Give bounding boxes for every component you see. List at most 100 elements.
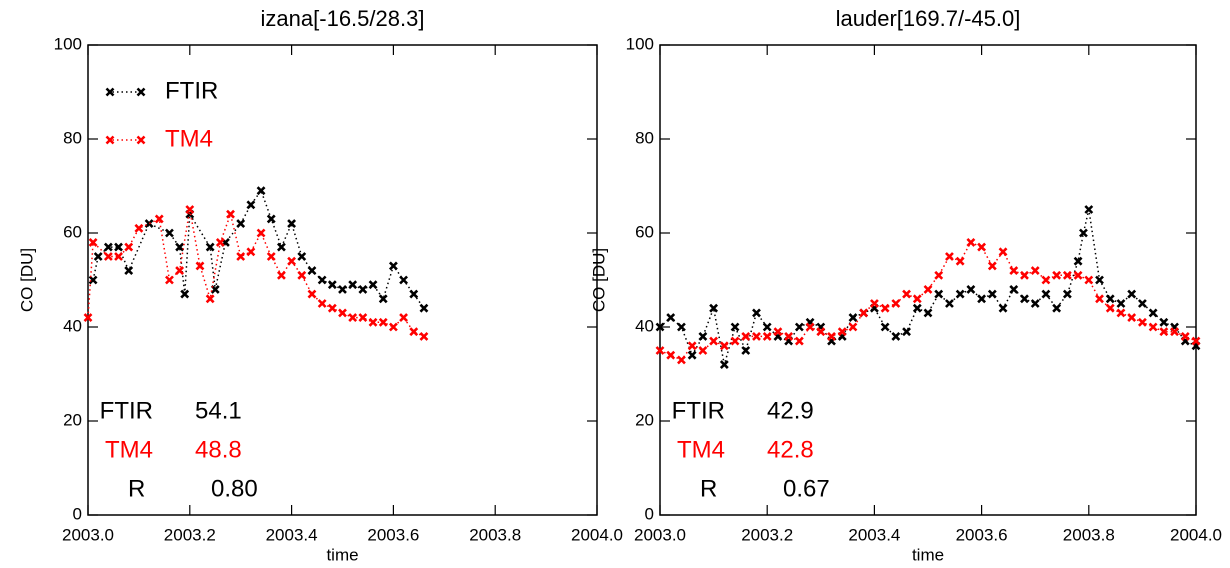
data-point [103, 252, 113, 261]
data-point [762, 331, 772, 341]
data-point [752, 331, 761, 341]
data-point [1073, 270, 1083, 280]
y-tick-label: 20 [63, 410, 82, 429]
data-point [869, 299, 879, 308]
data-point [277, 242, 286, 252]
data-point [165, 228, 174, 238]
stat-value: 42.8 [767, 436, 814, 463]
stat-value: 42.9 [767, 397, 814, 424]
data-point [327, 280, 337, 290]
data-point [338, 284, 347, 294]
legend-label: TM4 [165, 125, 213, 152]
data-point [348, 313, 358, 323]
x-tick-label: 2003.8 [1063, 525, 1115, 544]
data-point [698, 331, 708, 341]
data-point [1095, 275, 1104, 285]
data-point [1062, 270, 1072, 280]
x-tick-label: 2003.2 [741, 525, 793, 544]
data-point [1041, 275, 1051, 285]
data-point [794, 322, 804, 332]
data-point [103, 242, 113, 252]
data-point [409, 289, 419, 299]
data-point [1030, 266, 1040, 276]
data-point [687, 350, 697, 360]
x-axis-label: time [326, 545, 358, 564]
data-point [154, 214, 164, 224]
stat-name: TM4 [105, 436, 153, 463]
x-tick-label: 2003.4 [848, 525, 900, 544]
data-point [1116, 308, 1126, 318]
data-point [215, 237, 225, 247]
data-point [945, 299, 954, 308]
data-point [687, 341, 697, 351]
data-point [902, 289, 911, 299]
data-point [752, 308, 761, 318]
data-point [338, 308, 347, 318]
data-point [955, 289, 965, 299]
data-point [368, 280, 378, 290]
data-point [307, 289, 317, 299]
data-point [730, 336, 740, 346]
y-tick-label: 100 [626, 34, 654, 53]
data-point [165, 275, 174, 285]
data-point [816, 327, 826, 337]
stat-value: 0.80 [211, 475, 258, 502]
data-point [124, 266, 134, 276]
data-point [175, 242, 185, 252]
data-point [977, 242, 987, 252]
y-tick-label: 80 [63, 128, 82, 147]
data-point [1041, 289, 1051, 299]
data-point [388, 322, 398, 332]
data-point [327, 303, 337, 313]
x-axis-label: time [912, 545, 944, 564]
data-point [891, 331, 901, 341]
data-point [1137, 299, 1147, 308]
data-point [902, 327, 911, 337]
data-point [666, 313, 676, 323]
y-tick-label: 60 [635, 222, 654, 241]
data-point [399, 313, 408, 323]
data-point [144, 219, 154, 229]
series-line [92, 189, 425, 309]
data-point [1116, 299, 1126, 308]
data-point [419, 331, 429, 341]
legend-label: FTIR [165, 77, 218, 104]
data-point [1170, 327, 1179, 337]
data-point [1105, 294, 1115, 304]
data-point [966, 237, 976, 247]
y-tick-label: 100 [54, 34, 82, 53]
y-tick-label: 0 [645, 504, 654, 523]
x-tick-label: 2003.8 [469, 525, 521, 544]
data-point [114, 252, 123, 261]
data-point [378, 294, 388, 304]
data-point [848, 313, 858, 323]
data-point [358, 313, 368, 323]
data-point [1020, 294, 1029, 304]
data-point [1159, 317, 1169, 327]
data-point [1009, 284, 1019, 294]
data-point [1127, 313, 1137, 323]
data-point [93, 252, 103, 261]
y-tick-label: 0 [73, 504, 82, 523]
data-point [848, 322, 858, 332]
data-point [805, 322, 815, 332]
data-point [1052, 270, 1062, 280]
data-point [1105, 303, 1115, 313]
data-point [709, 303, 719, 313]
y-tick-label: 20 [635, 410, 654, 429]
data-point [1095, 294, 1104, 304]
data-point [987, 261, 997, 271]
data-point [180, 289, 190, 299]
data-point [1030, 299, 1040, 308]
data-point [256, 186, 266, 196]
stat-name: FTIR [100, 397, 153, 424]
data-point [912, 303, 922, 313]
data-point [730, 322, 740, 332]
x-tick-label: 2003.0 [62, 525, 114, 544]
data-point [1137, 317, 1147, 327]
data-point [266, 214, 276, 224]
x-tick-label: 2004.0 [1170, 525, 1222, 544]
data-point [719, 360, 729, 370]
data-point [236, 252, 246, 261]
